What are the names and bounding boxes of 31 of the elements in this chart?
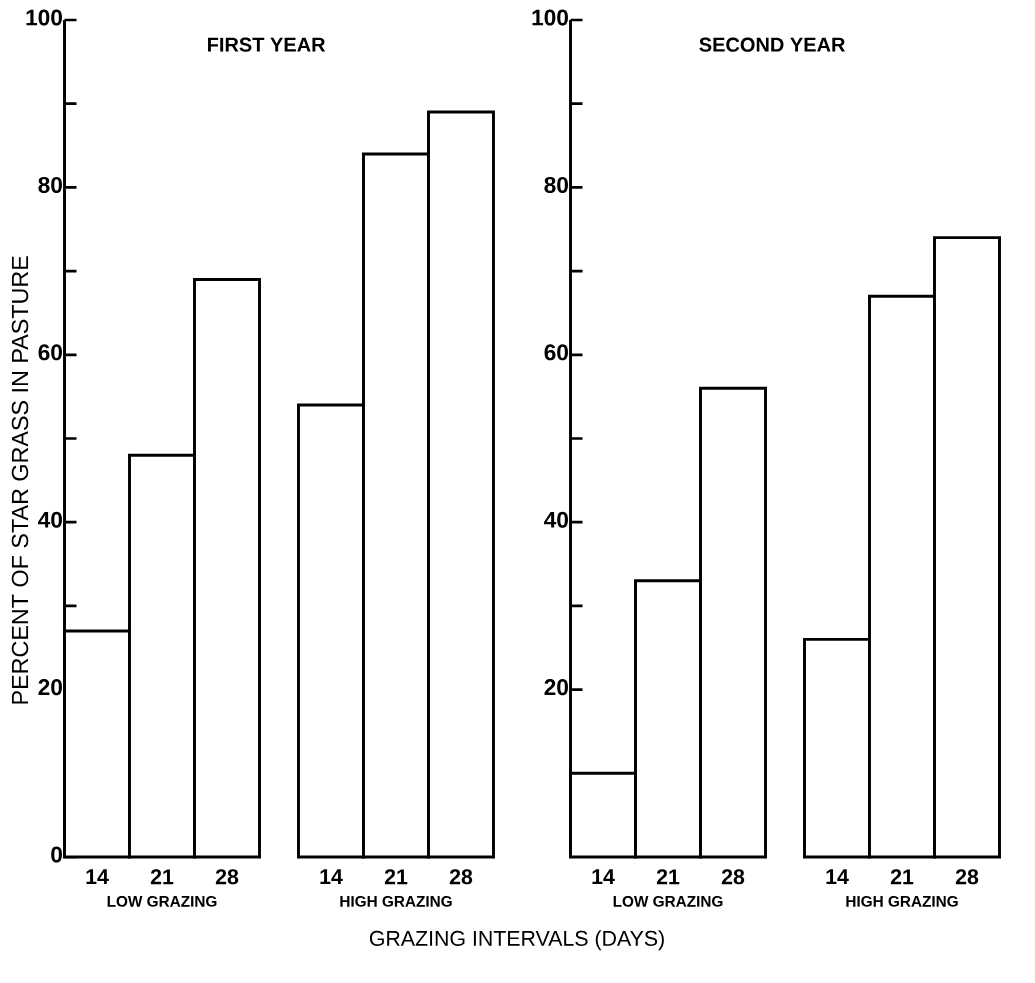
x-tick-label: 21	[656, 869, 680, 885]
y-tick-label: 40	[544, 511, 568, 528]
y-tick-label: 60	[544, 344, 568, 361]
y-tick-label: 60	[38, 344, 62, 361]
x-tick-label: 28	[215, 869, 239, 885]
y-tick-label: 80	[38, 176, 62, 193]
y-axis-title: PERCENT OF STAR GRASS IN PASTURE	[11, 256, 29, 704]
text: HIGH GRAZING	[846, 895, 958, 907]
text: FIRST YEAR	[208, 37, 326, 52]
text: LOW GRAZING	[613, 895, 723, 907]
x-tick-label: 14	[86, 869, 109, 884]
x-tick-label: 21	[384, 869, 408, 885]
x-tick-label: 14	[592, 869, 615, 884]
text: LOW GRAZING	[107, 895, 217, 907]
y-tick-label: 20	[38, 679, 62, 696]
x-tick-label: 28	[449, 869, 473, 885]
x-tick-label: 21	[150, 869, 174, 885]
y-tick-label: 100	[532, 9, 568, 26]
x-axis-title: GRAZING INTERVALS (DAYS)	[369, 930, 664, 951]
x-tick-label: 28	[955, 869, 979, 885]
y-tick-label: 0	[51, 846, 62, 863]
x-tick-label: 14	[320, 869, 343, 884]
x-tick-label: 14	[826, 869, 849, 884]
x-tick-label: 21	[890, 869, 914, 885]
text: SECOND YEAR	[699, 37, 846, 52]
text: HIGH GRAZING	[340, 895, 452, 907]
y-tick-label: 20	[544, 679, 568, 696]
y-tick-label: 80	[544, 176, 568, 193]
y-tick-label: 40	[38, 511, 62, 528]
x-tick-label: 28	[721, 869, 745, 885]
y-tick-label: 100	[26, 9, 62, 26]
